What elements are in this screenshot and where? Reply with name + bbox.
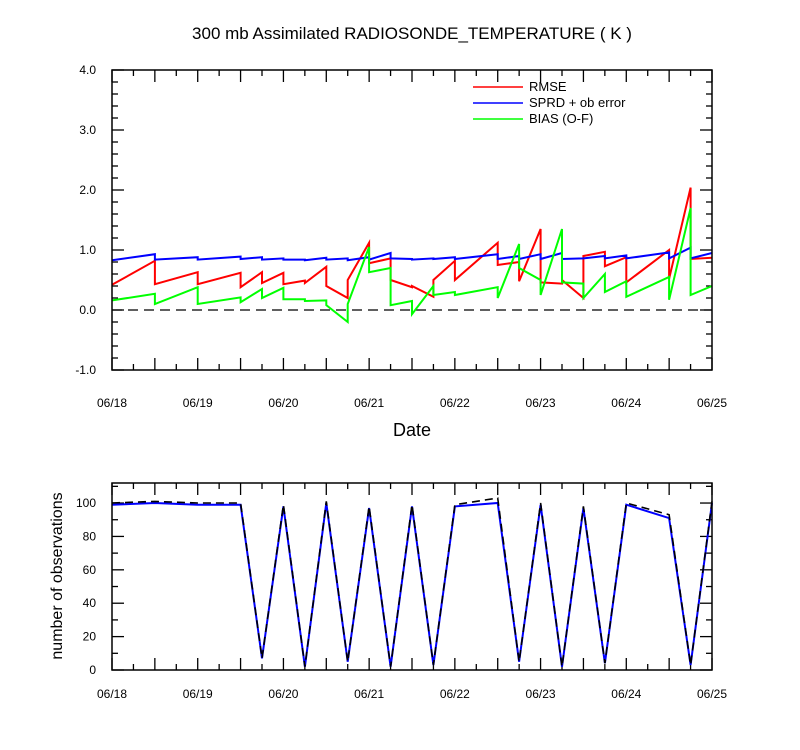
- legend-label-rmse: RMSE: [529, 79, 567, 94]
- top-ticks: [111, 69, 713, 371]
- bottom-ticks: [111, 483, 713, 671]
- x-tick-label: 06/21: [354, 687, 384, 701]
- y-tick-label: 60: [83, 563, 97, 577]
- bottom-series: [111, 497, 713, 667]
- y-tick-label: 20: [83, 630, 97, 644]
- y-tick-label: 80: [83, 529, 97, 543]
- x-tick-label: 06/22: [440, 396, 470, 410]
- y-tick-label: 3.0: [79, 123, 96, 137]
- x-tick-label: 06/20: [268, 687, 298, 701]
- x-tick-label: 06/21: [354, 396, 384, 410]
- x-tick-label: 06/25: [697, 396, 727, 410]
- series-line-assimilated: [111, 501, 713, 667]
- x-tick-label: 06/23: [526, 396, 556, 410]
- x-tick-label: 06/24: [611, 396, 641, 410]
- top-y-tick-labels: -1.0 0.0 1.0 2.0 3.0 4.0: [75, 63, 96, 377]
- y-tick-label: 100: [76, 496, 96, 510]
- x-tick-label: 06/19: [183, 687, 213, 701]
- bottom-y-axis-label: number of observations: [49, 492, 66, 659]
- x-tick-label: 06/24: [611, 687, 641, 701]
- x-tick-label: 06/20: [268, 396, 298, 410]
- y-tick-label: 2.0: [79, 183, 96, 197]
- x-tick-label: 06/23: [526, 687, 556, 701]
- bottom-y-tick-labels: 0 20 40 60 80 100: [76, 496, 96, 677]
- bottom-x-tick-labels: 06/18 06/19 06/20 06/21 06/22 06/23 06/24 06/25: [97, 687, 727, 701]
- y-tick-label: 1.0: [79, 243, 96, 257]
- y-tick-label: 0.0: [79, 303, 96, 317]
- top-panel: 06/18 06/19 06/20 06/21 06/22 06/23 06/24 06/25…: [75, 63, 727, 440]
- x-tick-label: 06/18: [97, 687, 127, 701]
- x-tick-label: 06/19: [183, 396, 213, 410]
- y-tick-label: 0: [89, 663, 96, 677]
- series-line-rmse: [111, 187, 713, 301]
- x-tick-label: 06/22: [440, 687, 470, 701]
- y-tick-label: -1.0: [75, 363, 96, 377]
- series-line-possible: [111, 497, 713, 667]
- legend-label-sprd: SPRD + ob error: [529, 95, 626, 110]
- top-plot-frame: [111, 69, 713, 371]
- top-series: [111, 187, 713, 325]
- top-x-tick-labels: 06/18 06/19 06/20 06/21 06/22 06/23 06/24 06/25: [97, 396, 727, 410]
- chart-title: 300 mb Assimilated RADIOSONDE_TEMPERATUR…: [192, 24, 632, 43]
- bottom-plot-frame: [111, 482, 713, 671]
- bottom-panel: 06/18 06/19 06/20 06/21 06/22 06/23 06/24 06/25…: [49, 482, 727, 701]
- series-line-sprd-ob-error: [111, 245, 713, 262]
- x-tick-label: 06/18: [97, 396, 127, 410]
- top-x-axis-label: Date: [393, 420, 431, 440]
- legend-label-bias: BIAS (O-F): [529, 111, 593, 126]
- legend: RMSE SPRD + ob error BIAS (O-F): [473, 79, 626, 126]
- y-tick-label: 4.0: [79, 63, 96, 77]
- x-tick-label: 06/25: [697, 687, 727, 701]
- y-tick-label: 40: [83, 596, 97, 610]
- series-line-bias-o-f: [111, 207, 713, 325]
